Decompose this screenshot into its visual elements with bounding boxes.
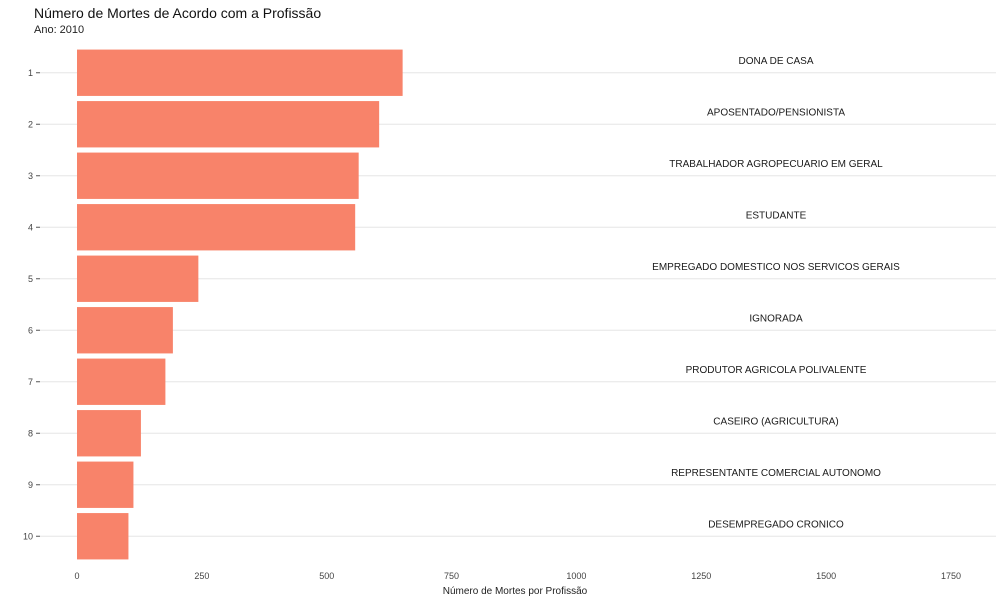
bar [77, 461, 134, 508]
x-tick-label: 250 [194, 571, 209, 581]
bars [77, 49, 403, 560]
y-tick-label: 10 [23, 531, 33, 541]
y-tick-label: 8 [28, 428, 33, 438]
x-tick-label: 0 [74, 571, 79, 581]
bar [77, 358, 166, 405]
bar-label: DESEMPREGADO CRONICO [708, 519, 844, 530]
bar-label: EMPREGADO DOMESTICO NOS SERVICOS GERAIS [652, 262, 900, 273]
x-tick-label: 1750 [941, 571, 961, 581]
bar [77, 101, 380, 148]
y-tick-label: 3 [28, 171, 33, 181]
chart-subtitle: Ano: 2010 [34, 24, 85, 36]
bar [77, 49, 403, 96]
y-tick-label: 5 [28, 274, 33, 284]
bar-labels: DONA DE CASA APOSENTADO/PENSIONISTA TRABAL… [652, 56, 900, 531]
bar [77, 410, 141, 457]
bar-label: APOSENTADO/PENSIONISTA [707, 107, 845, 118]
bar [77, 152, 359, 199]
bar-label: DONA DE CASA [738, 56, 813, 67]
bar [77, 513, 129, 560]
chart-title: Número de Mortes de Acordo com a Profiss… [34, 5, 322, 21]
bar-label: REPRESENTANTE COMERCIAL AUTONOMO [671, 468, 881, 479]
y-tick-label: 1 [28, 68, 33, 78]
bar [77, 204, 356, 251]
y-tick-label: 7 [28, 377, 33, 387]
bar-label: PRODUTOR AGRICOLA POLIVALENTE [686, 365, 867, 376]
x-tick-label: 750 [444, 571, 459, 581]
x-tick-label: 500 [319, 571, 334, 581]
bar-label: IGNORADA [749, 313, 803, 324]
bar-label: TRABALHADOR AGROPECUARIO EM GERAL [669, 159, 883, 170]
x-axis-title: Número de Mortes por Profissão [443, 586, 588, 597]
bar-label: CASEIRO (AGRICULTURA) [713, 416, 838, 427]
x-tick-label: 1250 [691, 571, 711, 581]
y-tick-labels: 1 2 3 4 5 6 7 8 9 10 [23, 68, 40, 541]
bar [77, 255, 199, 302]
bar [77, 307, 173, 354]
y-tick-label: 9 [28, 480, 33, 490]
y-tick-label: 6 [28, 325, 33, 335]
x-tick-label: 1500 [816, 571, 836, 581]
y-tick-label: 2 [28, 119, 33, 129]
bar-label: ESTUDANTE [746, 210, 807, 221]
y-tick-label: 4 [28, 222, 33, 232]
x-tick-label: 1000 [566, 571, 586, 581]
x-tick-labels: 0 250 500 750 1000 1250 1500 1750 [74, 571, 961, 581]
